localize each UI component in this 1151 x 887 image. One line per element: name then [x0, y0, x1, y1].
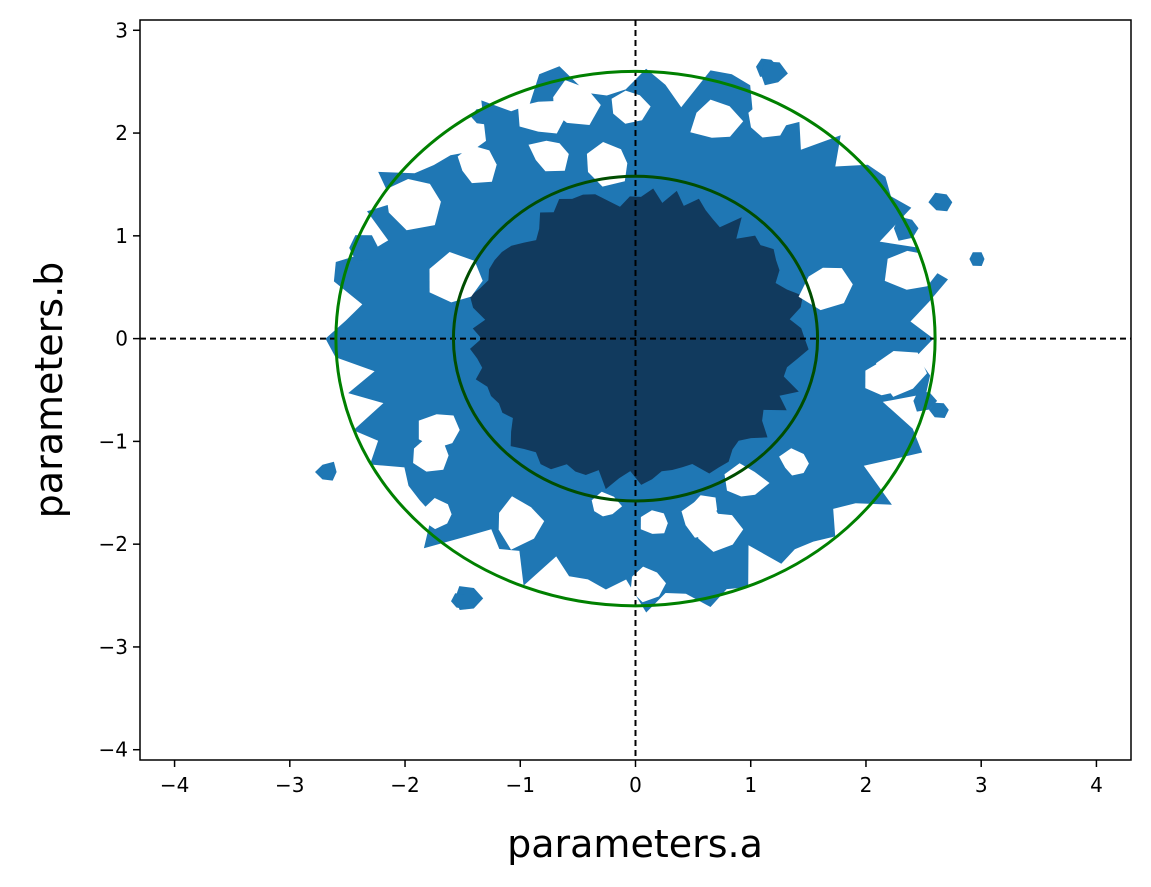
x-axis-title: parameters.a	[507, 822, 763, 866]
density-gap	[423, 498, 452, 530]
density-gap	[498, 496, 545, 550]
density-gap	[429, 252, 483, 303]
density-gap	[690, 99, 744, 138]
density-gap	[553, 80, 601, 125]
x-tick-label: 1	[744, 773, 757, 797]
density-gap	[385, 179, 441, 231]
density-outlier	[929, 402, 949, 418]
x-tick-label: −2	[390, 773, 419, 797]
density-gap	[630, 566, 666, 603]
x-tick-label: 4	[1090, 773, 1103, 797]
density-outlier	[760, 61, 788, 86]
x-tick-label: 3	[975, 773, 988, 797]
ellipse-inner	[451, 174, 820, 503]
density-gap	[518, 101, 566, 134]
density-gap	[724, 463, 770, 497]
x-tick-label: −1	[506, 773, 535, 797]
ellipse-outer	[334, 69, 937, 608]
y-axis-title: parameters.b	[27, 262, 71, 519]
x-tick-label: 0	[629, 773, 642, 797]
density-gap	[688, 495, 718, 522]
x-tick-label: −3	[275, 773, 304, 797]
y-tick-label: 1	[115, 224, 128, 248]
density-gap	[586, 142, 628, 187]
y-tick-label: −2	[99, 532, 128, 556]
density-gap	[697, 513, 744, 552]
y-tick-label: 2	[115, 121, 128, 145]
y-tick-label: −4	[99, 738, 128, 762]
y-tick-label: −3	[99, 635, 128, 659]
density-gap	[611, 90, 651, 124]
density-gap	[413, 437, 449, 472]
x-tick-label: 2	[860, 773, 873, 797]
density-gap	[876, 351, 927, 397]
density-gap	[640, 510, 668, 534]
density-gap	[748, 101, 789, 138]
y-tick-label: 3	[115, 18, 128, 42]
density-outlier	[928, 192, 953, 212]
y-tick-label: −1	[99, 429, 128, 453]
density-gap	[528, 140, 569, 172]
density-gap	[457, 145, 497, 184]
density-outlier	[451, 593, 470, 610]
axes-ticks: −4 −3 −2 −1 0 1 2 3 4 −4 −3 −2 −1 0 1 2 3	[99, 18, 1103, 797]
density-gap	[779, 448, 809, 476]
density-outlier	[969, 252, 985, 266]
density-outlier	[315, 461, 337, 481]
density-region-inner	[470, 188, 809, 490]
plot-area	[140, 20, 1131, 760]
x-tick-label: −4	[160, 773, 189, 797]
y-tick-label: 0	[115, 327, 128, 351]
